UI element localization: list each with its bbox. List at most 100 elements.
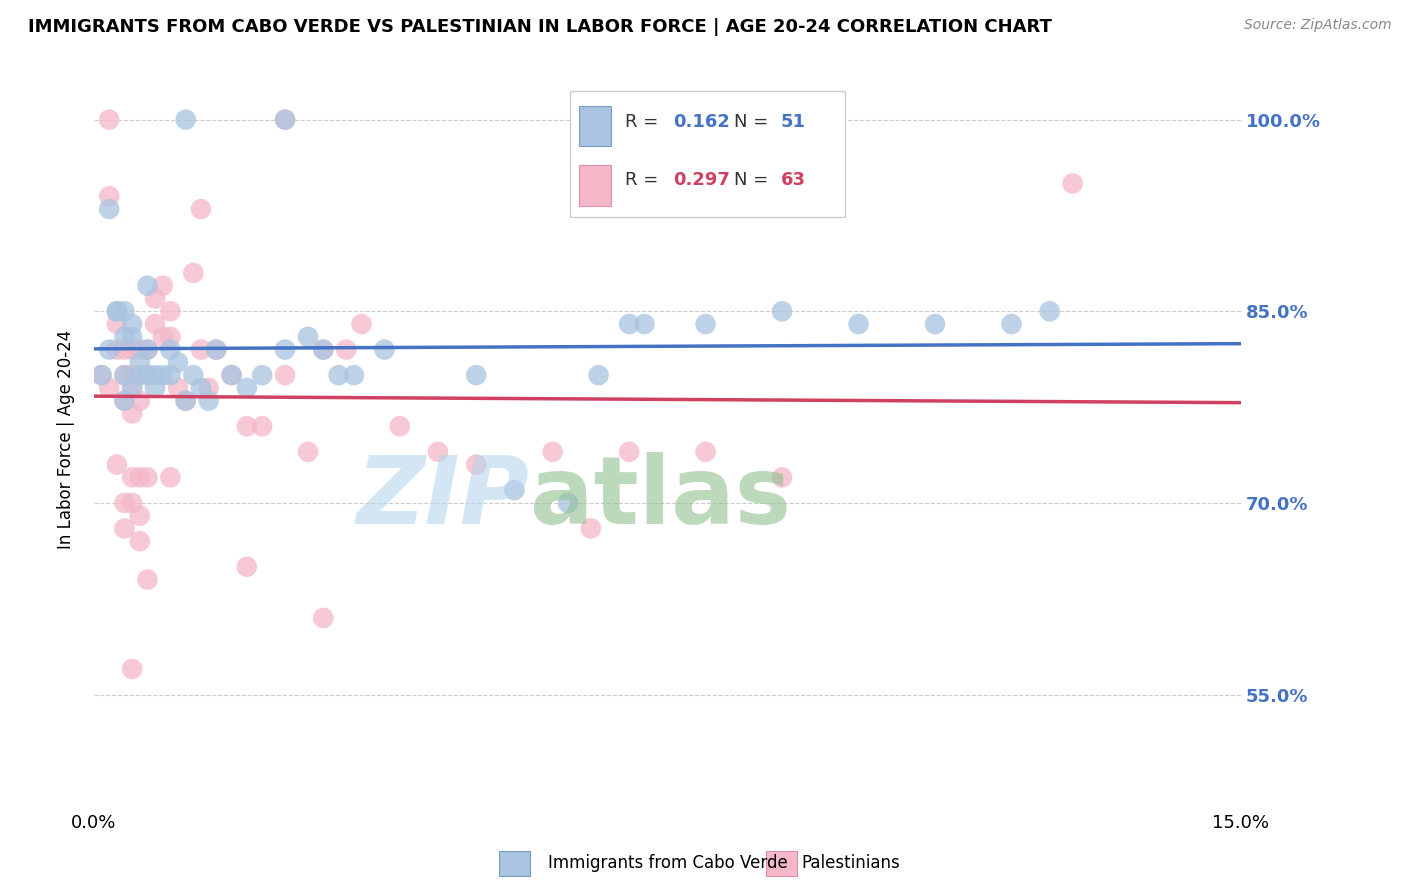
Point bbox=[121, 381, 143, 395]
Point bbox=[197, 381, 219, 395]
Point bbox=[343, 368, 366, 383]
Point bbox=[114, 330, 136, 344]
Point bbox=[174, 393, 197, 408]
Point bbox=[848, 317, 870, 331]
Point bbox=[105, 304, 128, 318]
Point bbox=[136, 343, 159, 357]
Point bbox=[335, 343, 357, 357]
Text: N =: N = bbox=[734, 170, 773, 189]
Point bbox=[114, 368, 136, 383]
Point bbox=[159, 330, 181, 344]
Point bbox=[114, 393, 136, 408]
Point bbox=[190, 343, 212, 357]
Text: IMMIGRANTS FROM CABO VERDE VS PALESTINIAN IN LABOR FORCE | AGE 20-24 CORRELATION: IMMIGRANTS FROM CABO VERDE VS PALESTINIA… bbox=[28, 18, 1052, 36]
Point bbox=[174, 393, 197, 408]
Point bbox=[236, 419, 259, 434]
Point bbox=[152, 368, 174, 383]
Point bbox=[90, 368, 112, 383]
Point bbox=[465, 458, 488, 472]
Y-axis label: In Labor Force | Age 20-24: In Labor Force | Age 20-24 bbox=[58, 329, 75, 549]
Point bbox=[328, 368, 350, 383]
Point bbox=[503, 483, 526, 497]
Point bbox=[388, 419, 411, 434]
Point bbox=[427, 445, 450, 459]
Point bbox=[312, 343, 335, 357]
Point bbox=[136, 368, 159, 383]
Point bbox=[159, 470, 181, 484]
Point bbox=[136, 368, 159, 383]
Point bbox=[128, 355, 150, 369]
Text: atlas: atlas bbox=[530, 452, 790, 544]
Point bbox=[236, 559, 259, 574]
Point bbox=[114, 393, 136, 408]
Point bbox=[143, 381, 166, 395]
Point bbox=[121, 368, 143, 383]
Point bbox=[128, 470, 150, 484]
Point bbox=[250, 419, 273, 434]
Point bbox=[770, 304, 793, 318]
Point bbox=[197, 393, 219, 408]
Point bbox=[121, 330, 143, 344]
Point bbox=[105, 458, 128, 472]
Point bbox=[373, 343, 395, 357]
Point bbox=[98, 381, 121, 395]
Point bbox=[143, 292, 166, 306]
Text: 63: 63 bbox=[780, 170, 806, 189]
Point bbox=[695, 317, 717, 331]
Point bbox=[579, 521, 602, 535]
Point bbox=[121, 381, 143, 395]
Point bbox=[136, 278, 159, 293]
Point bbox=[121, 496, 143, 510]
Point bbox=[205, 343, 228, 357]
Point bbox=[297, 330, 319, 344]
Point bbox=[924, 317, 946, 331]
Point bbox=[121, 470, 143, 484]
Point bbox=[159, 343, 181, 357]
Point bbox=[274, 368, 297, 383]
Point bbox=[121, 343, 143, 357]
Point bbox=[465, 368, 488, 383]
Text: ZIP: ZIP bbox=[357, 452, 530, 544]
Point bbox=[274, 343, 297, 357]
Text: Immigrants from Cabo Verde: Immigrants from Cabo Verde bbox=[548, 855, 789, 872]
Point bbox=[159, 304, 181, 318]
Text: R =: R = bbox=[624, 170, 664, 189]
Point bbox=[128, 368, 150, 383]
Point bbox=[159, 368, 181, 383]
Point bbox=[98, 343, 121, 357]
Point bbox=[105, 304, 128, 318]
Point bbox=[121, 317, 143, 331]
Point bbox=[557, 496, 579, 510]
Point bbox=[274, 112, 297, 127]
Point bbox=[167, 355, 190, 369]
Point bbox=[190, 202, 212, 216]
Point bbox=[695, 445, 717, 459]
Bar bbox=[579, 105, 612, 146]
Point bbox=[114, 496, 136, 510]
Point bbox=[98, 112, 121, 127]
Point bbox=[152, 278, 174, 293]
Text: 51: 51 bbox=[780, 113, 806, 131]
Point bbox=[350, 317, 373, 331]
Point bbox=[250, 368, 273, 383]
Point bbox=[143, 368, 166, 383]
Point bbox=[312, 343, 335, 357]
Point bbox=[136, 343, 159, 357]
Text: 0.162: 0.162 bbox=[673, 113, 730, 131]
Text: 0.297: 0.297 bbox=[673, 170, 730, 189]
Point bbox=[128, 343, 150, 357]
Point bbox=[105, 317, 128, 331]
Point bbox=[128, 508, 150, 523]
Point bbox=[633, 317, 655, 331]
Point bbox=[297, 445, 319, 459]
Point bbox=[174, 112, 197, 127]
FancyBboxPatch shape bbox=[569, 91, 845, 217]
Point bbox=[221, 368, 243, 383]
Point bbox=[1039, 304, 1062, 318]
Point bbox=[152, 330, 174, 344]
Point bbox=[105, 343, 128, 357]
Point bbox=[128, 393, 150, 408]
Point bbox=[90, 368, 112, 383]
Bar bbox=[579, 165, 612, 206]
Point bbox=[770, 470, 793, 484]
